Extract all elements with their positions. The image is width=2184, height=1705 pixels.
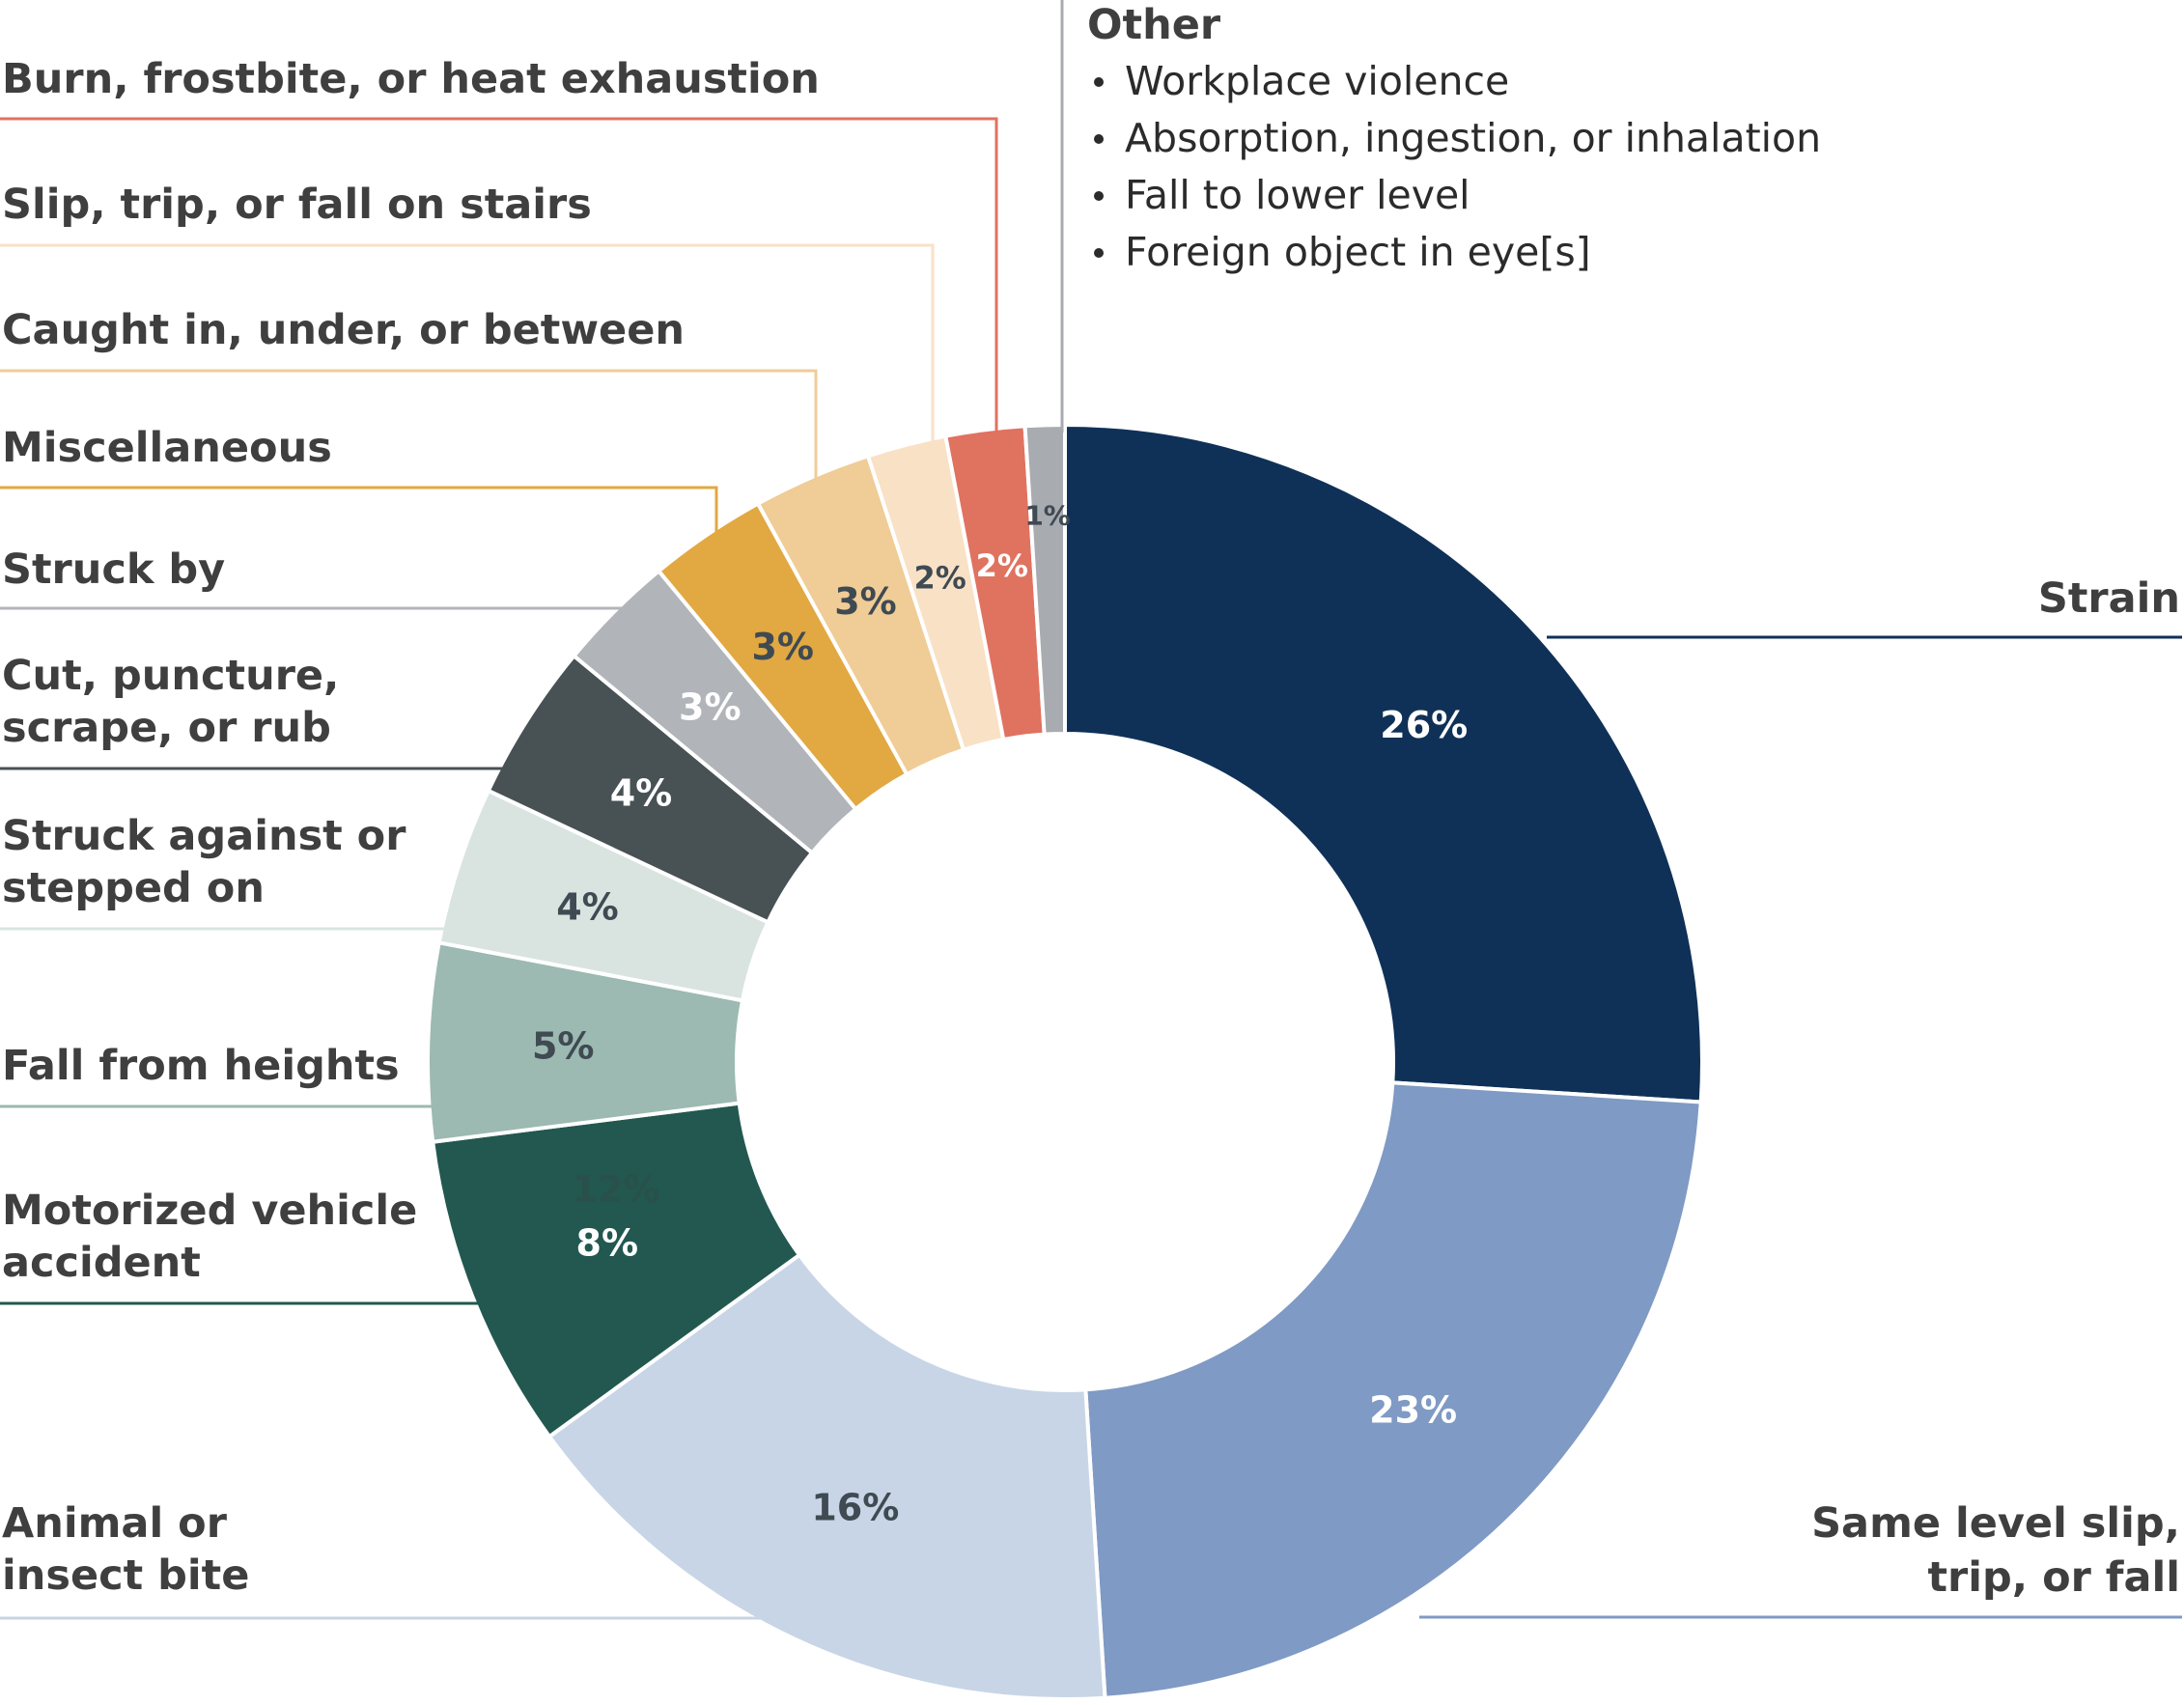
leader-stairs [0,243,935,452]
bullet-icon [1094,248,1104,258]
pct-label-9: 3% [834,580,897,623]
label-struck-by: Struck by [2,545,225,594]
pct-label-11: 2% [976,547,1028,584]
label-motor-line1: Motorized vehicle [2,1187,417,1235]
other-item: Fall to lower level [1125,172,1470,218]
label-same-level-line2: trip, or fall [1927,1553,2180,1602]
bullet-icon [1094,77,1104,87]
leader-caught [0,369,818,502]
pct-label-7: 3% [679,685,742,728]
pct-label-8: 3% [751,626,814,668]
label-animal-line1: Animal or [2,1499,228,1548]
label-misc: Miscellaneous [2,424,332,472]
other-item: Absorption, ingestion, or inhalation [1125,115,1821,161]
label-stairs: Slip, trip, or fall on stairs [2,181,592,229]
pct-label-12: 1% [1024,499,1071,531]
label-caught: Caught in, under, or between [2,306,685,354]
label-cut-line1: Cut, puncture, [2,652,339,700]
bullet-icon [1094,191,1104,201]
slice-other [1022,422,1067,737]
bullet-icon [1094,134,1104,144]
other-item: Foreign object in eye[s] [1125,229,1591,275]
slice-same-level-slip-trip-or-fall [1083,1080,1703,1700]
pct-label-0: 26% [1380,704,1468,746]
category-labels: Strain Same level slip, trip, or fall An… [2,55,2180,1602]
pct-label-4: 5% [532,1025,595,1068]
label-fall-heights: Fall from heights [2,1042,400,1090]
leader-misc [0,486,718,554]
pct-label-1: 23% [1369,1389,1457,1432]
other-list: Workplace violence Absorption, ingestion,… [1094,58,1821,275]
leader-struck-by [0,606,626,637]
donut-slices [425,422,1705,1702]
pct-label-3: 8% [576,1222,639,1265]
label-strain: Strain [2038,574,2180,623]
other-callout: Other Workplace violence Absorption, inge… [1087,1,1821,275]
label-same-level-line1: Same level slip, [1811,1499,2180,1548]
leader-lines [0,0,2182,1620]
pct-label-2: 16% [811,1486,899,1528]
pct-label-5: 4% [556,885,619,928]
other-item: Workplace violence [1125,58,1509,104]
slice-strain [1063,422,1705,1104]
label-struck-against-line1: Struck against or [2,812,406,860]
slice-animal-or-insect-bite [546,1252,1107,1702]
label-cut-line2: scrape, or rub [2,704,331,752]
label-burn: Burn, frostbite, or heat exhaustion [2,55,820,103]
stray-percent-label: 12% [573,1168,660,1211]
pct-label-10: 2% [914,559,966,596]
label-animal-line2: insect bite [2,1551,249,1600]
label-struck-against-line2: stepped on [2,864,265,912]
pct-label-6: 4% [610,771,673,814]
other-title: Other [1087,1,1221,49]
label-motor-line2: accident [2,1239,201,1287]
percent-labels: 26%23%16%8%5%4%4%3%3%3%2% 2%1% [532,499,1468,1528]
leader-burn [0,117,998,436]
